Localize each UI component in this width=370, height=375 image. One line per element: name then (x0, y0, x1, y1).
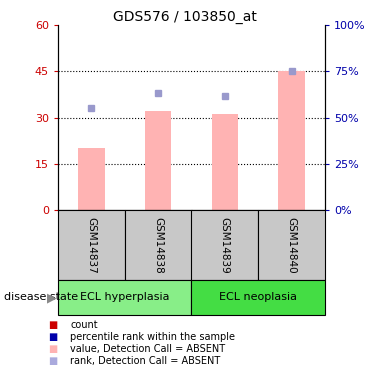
Text: GSM14840: GSM14840 (287, 217, 297, 273)
Bar (192, 280, 325, 315)
Bar (58, 210, 125, 280)
Text: GDS576 / 103850_at: GDS576 / 103850_at (113, 10, 257, 24)
Text: disease state: disease state (4, 292, 78, 303)
Text: percentile rank within the sample: percentile rank within the sample (70, 332, 235, 342)
Bar (278, 71, 305, 210)
Bar (78, 148, 105, 210)
Text: count: count (70, 320, 98, 330)
Text: GSM14839: GSM14839 (220, 217, 230, 273)
Text: GSM14837: GSM14837 (86, 217, 96, 273)
Bar (145, 111, 171, 210)
Text: ■: ■ (48, 344, 57, 354)
Bar (125, 210, 192, 280)
Text: ■: ■ (48, 332, 57, 342)
Bar (258, 210, 325, 280)
Text: ▶: ▶ (47, 291, 57, 304)
Text: value, Detection Call = ABSENT: value, Detection Call = ABSENT (70, 344, 225, 354)
Bar (58, 280, 192, 315)
Text: ■: ■ (48, 356, 57, 366)
Text: ECL hyperplasia: ECL hyperplasia (80, 292, 169, 303)
Text: ECL neoplasia: ECL neoplasia (219, 292, 297, 303)
Text: GSM14838: GSM14838 (153, 217, 163, 273)
Bar (192, 210, 258, 280)
Bar (212, 114, 238, 210)
Text: rank, Detection Call = ABSENT: rank, Detection Call = ABSENT (70, 356, 221, 366)
Text: ■: ■ (48, 320, 57, 330)
